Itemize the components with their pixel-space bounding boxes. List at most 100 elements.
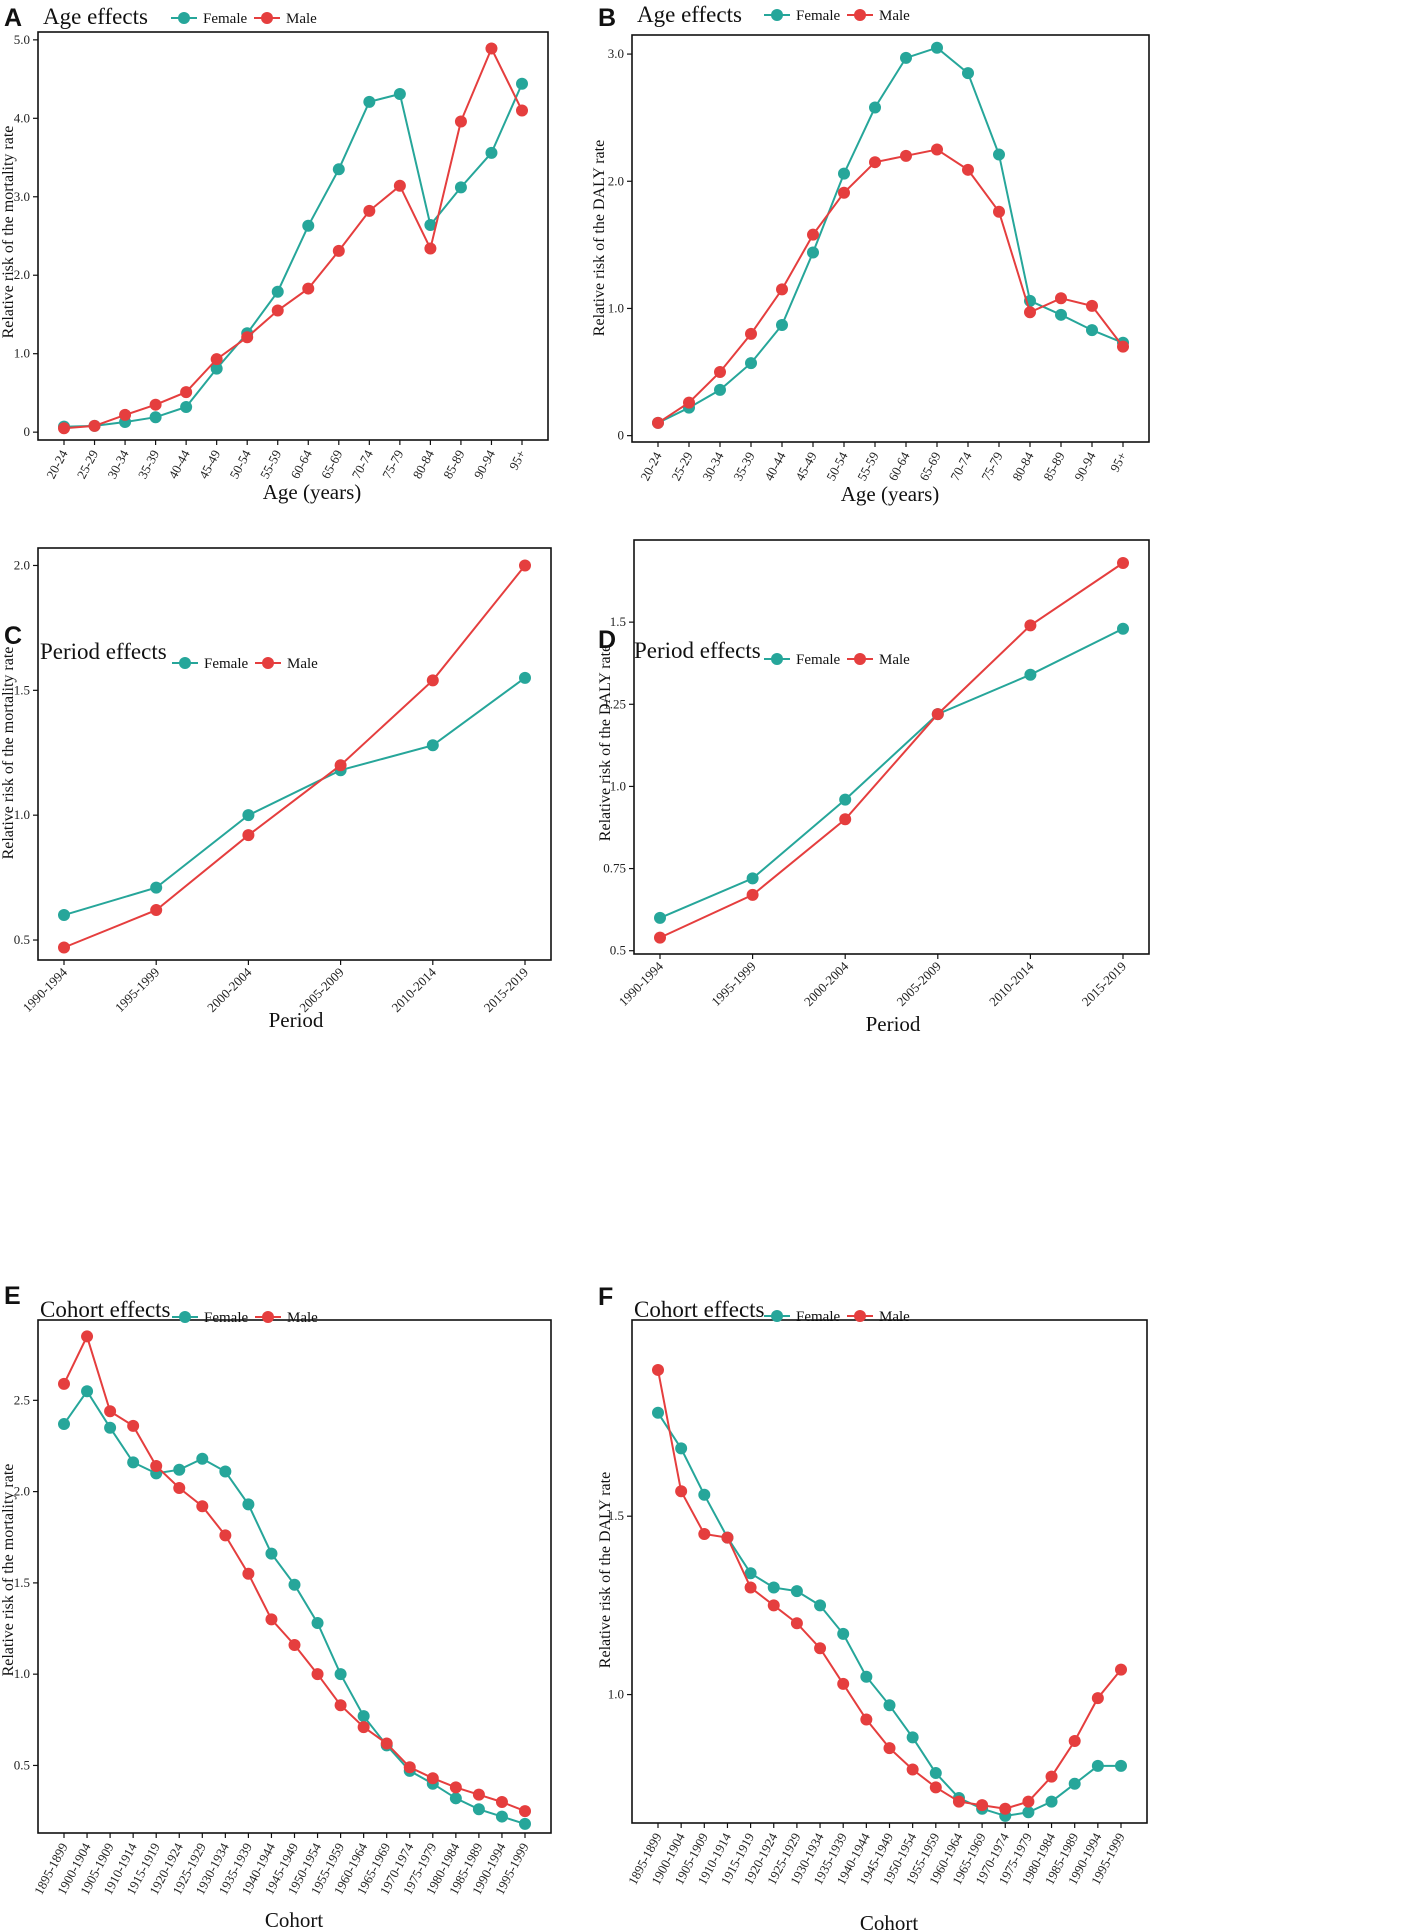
series-line-female (63, 1389, 526, 1825)
x-tick-label: 20-24 (43, 447, 71, 481)
data-point-female (838, 167, 850, 180)
data-point-female (472, 1803, 485, 1816)
data-point-female (424, 219, 437, 232)
y-tick-label: 1.0 (608, 1687, 624, 1702)
data-point-male (426, 674, 439, 687)
data-point-male (767, 1599, 780, 1612)
y-tick-label: 1.25 (603, 696, 626, 711)
data-point-female (449, 1792, 462, 1805)
data-point-male (334, 759, 347, 772)
legend-label-female: Female (796, 1309, 840, 1325)
data-point-female (357, 1710, 370, 1723)
data-point-female (1115, 1759, 1127, 1772)
x-tick-label: 95+ (506, 447, 529, 472)
x-tick-label: 35-39 (730, 449, 757, 483)
panel-letter: B (598, 4, 616, 32)
plot-frame (631, 34, 1150, 443)
legend-marker-female (771, 1310, 783, 1322)
series-line-male (657, 148, 1124, 424)
data-point-male (993, 205, 1005, 218)
data-point-male (1117, 340, 1129, 353)
data-point-female (302, 219, 315, 232)
x-tick-label: 55-59 (854, 449, 881, 483)
x-tick-label: 2010-2014 (986, 958, 1037, 1009)
data-point-female (516, 77, 528, 90)
data-point-male (334, 1699, 347, 1712)
x-tick-label: 80-84 (410, 447, 438, 481)
x-tick-label: 60-64 (885, 449, 913, 483)
data-point-female (58, 1418, 70, 1431)
data-point-female (883, 1699, 896, 1712)
x-tick-label: 2015-2019 (481, 965, 531, 1015)
plot-frame (37, 31, 549, 441)
data-point-male (1115, 1663, 1127, 1676)
series-line-male (63, 46, 523, 430)
data-point-female (393, 87, 406, 100)
data-point-female (654, 911, 666, 924)
data-point-female (485, 146, 498, 159)
data-point-female (807, 246, 819, 259)
data-point-female (698, 1488, 711, 1501)
legend-label-female: Female (796, 8, 840, 24)
data-point-male (652, 1363, 664, 1376)
panel-d: D Period effects Female Male 0.5 0.75 1.0 1.25 1… (597, 539, 1150, 1036)
data-point-male (241, 331, 254, 344)
data-point-male (1024, 306, 1036, 319)
legend-marker-male (854, 1310, 866, 1322)
legend-marker-male (854, 653, 866, 665)
legend-label-male: Male (879, 652, 910, 668)
data-point-male (454, 115, 467, 128)
data-point-male (173, 1481, 186, 1494)
data-point-male (357, 1721, 370, 1734)
x-tick-label: 1990-1994 (616, 958, 667, 1009)
data-point-male (654, 931, 666, 944)
data-point-female (1045, 1795, 1058, 1808)
x-axis-title: Age (years) (263, 480, 362, 504)
legend: Female Male (764, 652, 910, 668)
y-tick-label: 1.0 (14, 1666, 30, 1681)
data-point-female (790, 1585, 803, 1598)
x-tick-label: 35-39 (135, 447, 162, 481)
data-point-female (1068, 1777, 1081, 1790)
series-line-female (657, 1412, 1121, 1817)
panel-b: B Age effects Female Male 0 1.0 2.0 3.0 20-24 25-… (591, 2, 1150, 506)
y-tick-label: 2.0 (14, 1484, 30, 1499)
data-point-female (334, 1668, 347, 1681)
data-point-male (837, 1677, 850, 1690)
legend-marker-male (854, 9, 866, 21)
data-point-male (424, 242, 437, 255)
data-point-female (776, 318, 788, 331)
data-point-male (150, 904, 163, 917)
data-point-female (652, 1406, 664, 1419)
data-point-male (311, 1668, 324, 1681)
y-tick-label: 1.5 (14, 1575, 30, 1590)
x-tick-label: 25-29 (668, 449, 695, 483)
y-axis-title: Relative risk of the mortality rate (0, 1464, 17, 1677)
data-point-female (906, 1731, 919, 1744)
data-point-male (776, 283, 788, 296)
data-point-female (332, 163, 345, 176)
legend-label-male: Male (286, 11, 317, 27)
data-point-male (900, 149, 912, 162)
data-point-male (1091, 1692, 1104, 1705)
chart-title: Age effects (637, 2, 742, 27)
x-tick-label: 1990-1994 (20, 964, 71, 1015)
data-point-male (683, 396, 695, 409)
x-tick-label: 30-34 (699, 449, 727, 483)
legend: Female Male (171, 11, 317, 27)
legend-marker-female (178, 12, 190, 24)
x-tick-label: 55-59 (257, 447, 284, 481)
data-point-female (675, 1442, 688, 1455)
x-tick-label: 85-89 (440, 447, 467, 481)
x-tick-label: 75-79 (379, 447, 406, 481)
data-point-female (242, 1498, 255, 1511)
y-axis-title: Relative risk of the mortality rate (0, 647, 17, 860)
plot-frame (37, 547, 552, 961)
panel-f: F Cohort effects Female Male1.01.51895-1899… (597, 1283, 1148, 1931)
data-point-male (838, 186, 850, 199)
data-point-female (1055, 308, 1067, 321)
y-tick-label: 0.5 (14, 1757, 30, 1772)
legend-label-male: Male (879, 1309, 910, 1325)
x-tick-label: 90-94 (471, 447, 499, 481)
